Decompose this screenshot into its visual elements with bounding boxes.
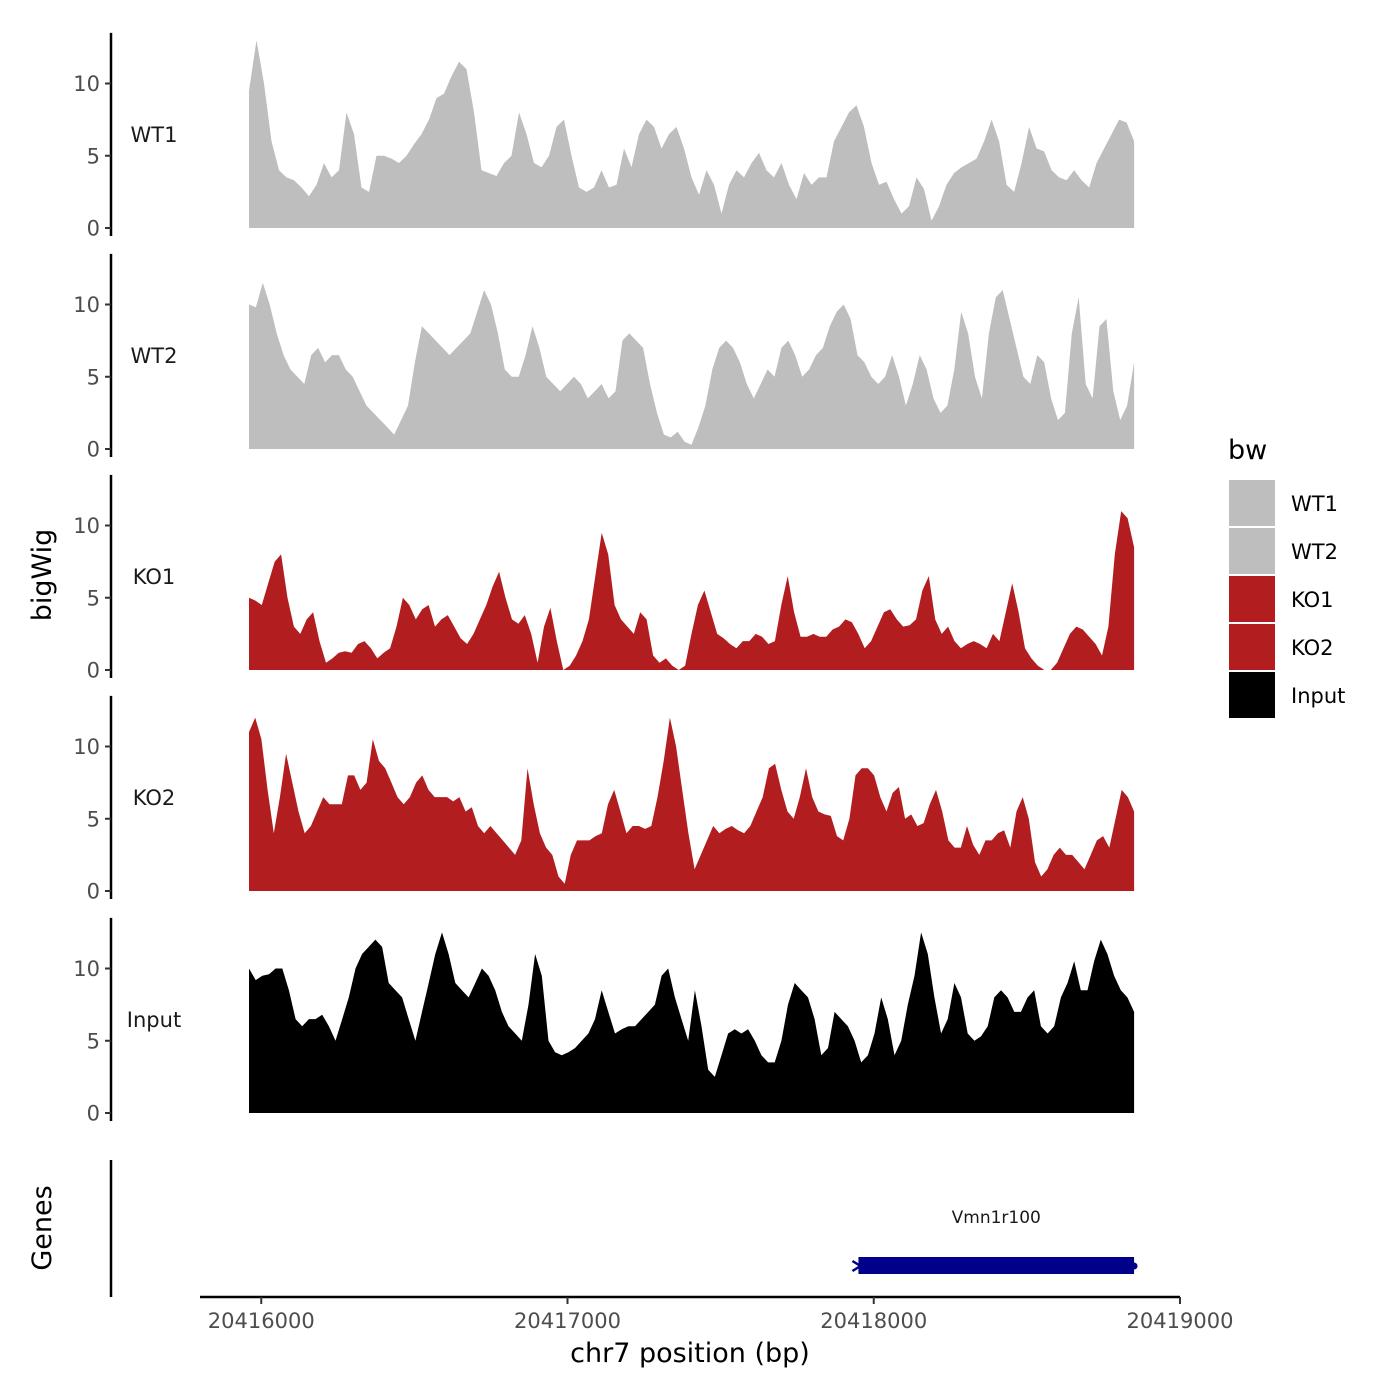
x-tick-label: 20417000 [514,1309,621,1333]
track-label-ko2: KO2 [133,786,176,810]
y-tick-label: 10 [73,514,100,538]
legend-label: Input [1291,684,1345,708]
signal-tracks: 0 5 10 WT1 0 5 10 WT2 0 5 10 KO1 0 5 10 KO2 0 5 10 Input [73,32,1135,1126]
y-tick-label: 10 [73,735,100,759]
legend-swatch [1229,672,1275,718]
x-tick-label: 20416000 [208,1309,315,1333]
y-tick-label: 5 [87,586,100,610]
area-wt1 [249,40,1135,229]
area-input [249,932,1135,1113]
area-ko1 [249,511,1135,670]
legend-swatch [1229,576,1275,622]
legend-label: KO1 [1291,588,1334,612]
legend-item-ko1: KO1 [1229,576,1334,622]
y-tick-label: 10 [73,72,100,96]
legend-label: KO2 [1291,636,1334,660]
gene-strand-marker [851,1259,863,1273]
area-ko2 [249,717,1135,891]
legend-title: bw [1228,435,1267,466]
y-tick-label: 5 [87,807,100,831]
legend-item-ko2: KO2 [1229,624,1334,670]
y-tick-label: 10 [73,957,100,981]
legend-item-wt2: WT2 [1229,528,1338,574]
track-wt2: 0 5 10 WT2 [73,253,1135,462]
x-axis: 20416000 20417000 20418000 20419000 [200,1295,1234,1333]
y-tick-label: 5 [87,1029,100,1053]
legend: bw WT1 WT2 KO1 KO2 Input [1228,435,1345,718]
track-label-input: Input [127,1008,181,1032]
legend-label: WT1 [1291,492,1338,516]
y-tick-label: 0 [87,659,100,683]
track-input: 0 5 10 Input [73,917,1135,1126]
y-tick-label: 10 [73,293,100,317]
area-wt2 [249,282,1135,449]
gene-vmn1r100: Vmn1r100 [851,1208,1138,1274]
track-label-ko1: KO1 [133,565,176,589]
y-tick-label: 0 [87,217,100,241]
y-axis-title: bigWig [27,529,58,622]
y-tick-label: 5 [87,365,100,389]
legend-item-input: Input [1229,672,1345,718]
genes-track: Genes Vmn1r100 [27,1160,1138,1297]
legend-swatch [1229,624,1275,670]
gene-label: Vmn1r100 [952,1208,1041,1228]
y-tick-label: 0 [87,880,100,904]
track-label-wt2: WT2 [131,344,178,368]
gene-body [858,1257,1135,1274]
track-wt1: 0 5 10 WT1 [73,32,1135,241]
track-label-wt1: WT1 [131,123,178,147]
track-ko1: 0 5 10 KO1 [73,474,1135,683]
legend-swatch [1229,528,1275,574]
track-ko2: 0 5 10 KO2 [73,695,1135,904]
y-tick-label: 0 [87,1102,100,1126]
legend-swatch [1229,480,1275,526]
y-tick-label: 0 [87,438,100,462]
legend-item-wt1: WT1 [1229,480,1338,526]
x-axis-title: chr7 position (bp) [570,1338,810,1369]
y-tick-label: 5 [87,144,100,168]
x-tick-label: 20419000 [1127,1309,1234,1333]
legend-label: WT2 [1291,540,1338,564]
gene-end-marker [1130,1262,1138,1270]
genes-track-title: Genes [27,1185,58,1270]
x-tick-label: 20418000 [820,1309,927,1333]
